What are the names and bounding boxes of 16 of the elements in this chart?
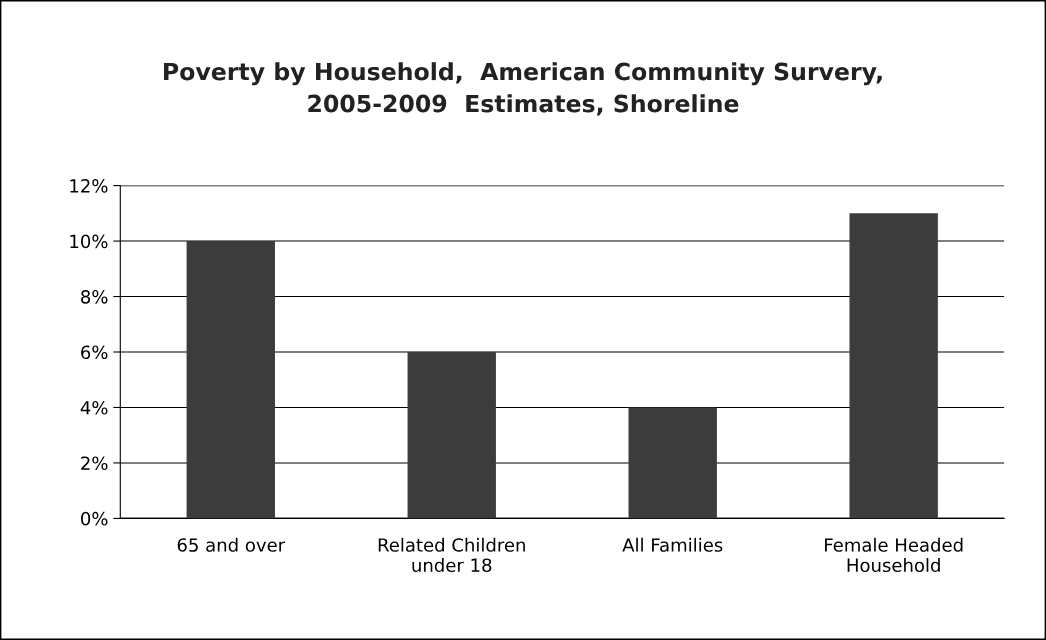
bar	[628, 407, 717, 519]
y-tick-label: 6%	[81, 345, 108, 360]
bar	[849, 213, 938, 519]
x-tick-label: 65 and over	[177, 537, 286, 552]
bar	[407, 352, 496, 519]
y-tick-label: 12%	[70, 179, 108, 193]
x-tick-label: Female Headed Household	[825, 537, 963, 573]
x-tick-label: Related Children under 18	[378, 537, 525, 573]
y-tick-label: 0%	[81, 511, 108, 526]
bar	[186, 241, 275, 519]
y-tick-label: 2%	[81, 456, 108, 471]
y-tick-label: 8%	[81, 289, 108, 304]
chart-title: Poverty by Household, American Community Survery, 2005-2009 Estimates, Shoreline	[164, 62, 882, 116]
y-tick-label: 4%	[80, 400, 108, 415]
x-tick-label: All Families	[622, 537, 723, 552]
y-tick-label: 10%	[70, 234, 108, 249]
